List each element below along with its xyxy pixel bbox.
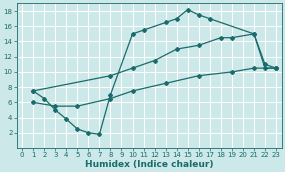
X-axis label: Humidex (Indice chaleur): Humidex (Indice chaleur) <box>85 159 213 169</box>
